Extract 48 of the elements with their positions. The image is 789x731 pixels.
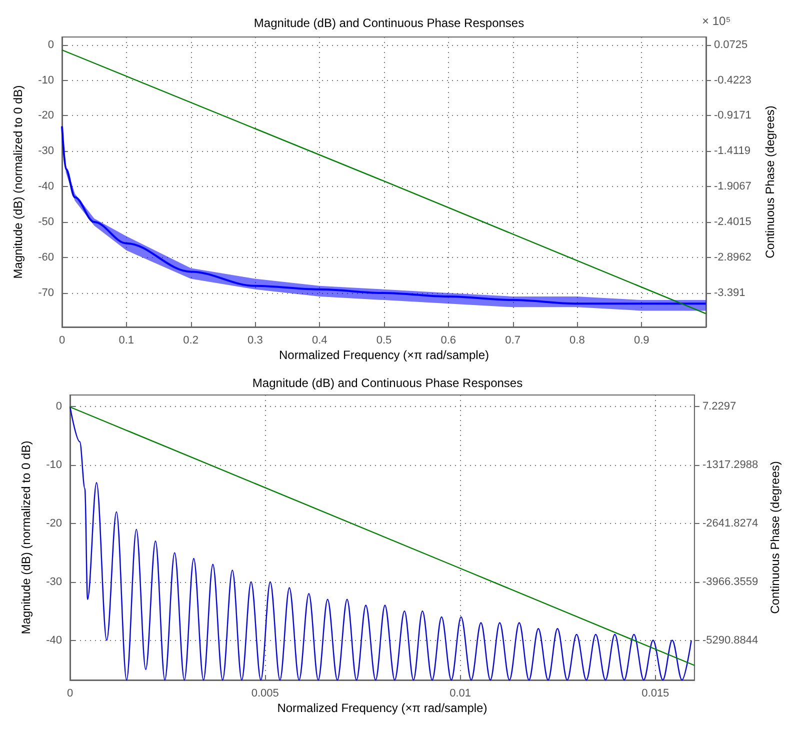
y2-tick-label: -2641.8274 — [702, 517, 758, 530]
chart-title: Magnitude (dB) and Continuous Phase Responses — [254, 16, 524, 30]
y2-axis-title: Continuous Phase (degrees) — [768, 461, 782, 614]
y2-tick-label: 0.0725 — [714, 38, 748, 51]
y2-tick-label: 7.2297 — [702, 400, 736, 413]
x-tick-label: 0.6 — [440, 334, 456, 346]
x-tick-label: 0.015 — [642, 688, 670, 700]
y-tick-label: 0 — [48, 38, 54, 51]
x-tick-label: 0.5 — [376, 334, 392, 346]
y2-tick-label: -1317.2988 — [702, 459, 758, 472]
y-tick-label: -30 — [46, 576, 62, 588]
x-tick-label: 0 — [66, 688, 74, 700]
y-tick-label: -10 — [38, 74, 54, 86]
y2-axis-title: Continuous Phase (degrees) — [763, 106, 777, 258]
y-tick-label: 0 — [56, 400, 62, 413]
y-tick-label: -20 — [38, 110, 54, 122]
y-tick-label: -50 — [38, 216, 54, 228]
y2-tick-label: -2.4015 — [714, 216, 752, 228]
x-tick-label: 0.005 — [251, 688, 279, 700]
y2-tick-label: -5290.8844 — [702, 634, 758, 646]
chart-title: Magnitude (dB) and Continuous Phase Responses — [252, 376, 523, 390]
y-axis-title: Magnitude (dB) (normalized to 0 dB) — [11, 85, 25, 279]
y2-tick-label: -0.9171 — [714, 110, 752, 122]
x-tick-label: 0.3 — [248, 334, 263, 346]
x-tick-label: 0.9 — [634, 334, 650, 346]
x-axis-title: Normalized Frequency (×π rad/sample) — [277, 701, 488, 715]
y-tick-label: -70 — [38, 286, 54, 299]
y-axis-title: Magnitude (dB) (normalized to 0 dB) — [19, 440, 33, 634]
y-tick-label: -20 — [46, 517, 62, 530]
x-tick-label: 0.4 — [312, 334, 328, 346]
text: × 10⁵ — [702, 14, 731, 28]
y2-tick-label: -3.391 — [714, 286, 746, 299]
y-tick-label: -10 — [46, 459, 62, 472]
x-tick-label: 0.8 — [570, 334, 585, 346]
y-tick-label: -60 — [38, 252, 54, 264]
x-tick-label: 0.1 — [118, 334, 134, 346]
y2-tick-label: -3966.3559 — [702, 576, 758, 588]
x-axis-title: Normalized Frequency (×π rad/sample) — [278, 348, 490, 362]
y2-tick-label: -2.8962 — [714, 252, 752, 264]
x-tick-label: 0.01 — [450, 688, 471, 700]
y2-tick-label: -1.4119 — [714, 145, 750, 158]
y2-tick-label: -1.9067 — [714, 180, 752, 193]
x-tick-label: 0.7 — [505, 334, 520, 346]
x-tick-label: 0.2 — [183, 334, 198, 346]
y2-tick-label: -0.4223 — [714, 74, 752, 86]
y-tick-label: -40 — [46, 634, 62, 646]
y-tick-label: -30 — [38, 145, 54, 158]
y-tick-label: -40 — [38, 180, 54, 193]
